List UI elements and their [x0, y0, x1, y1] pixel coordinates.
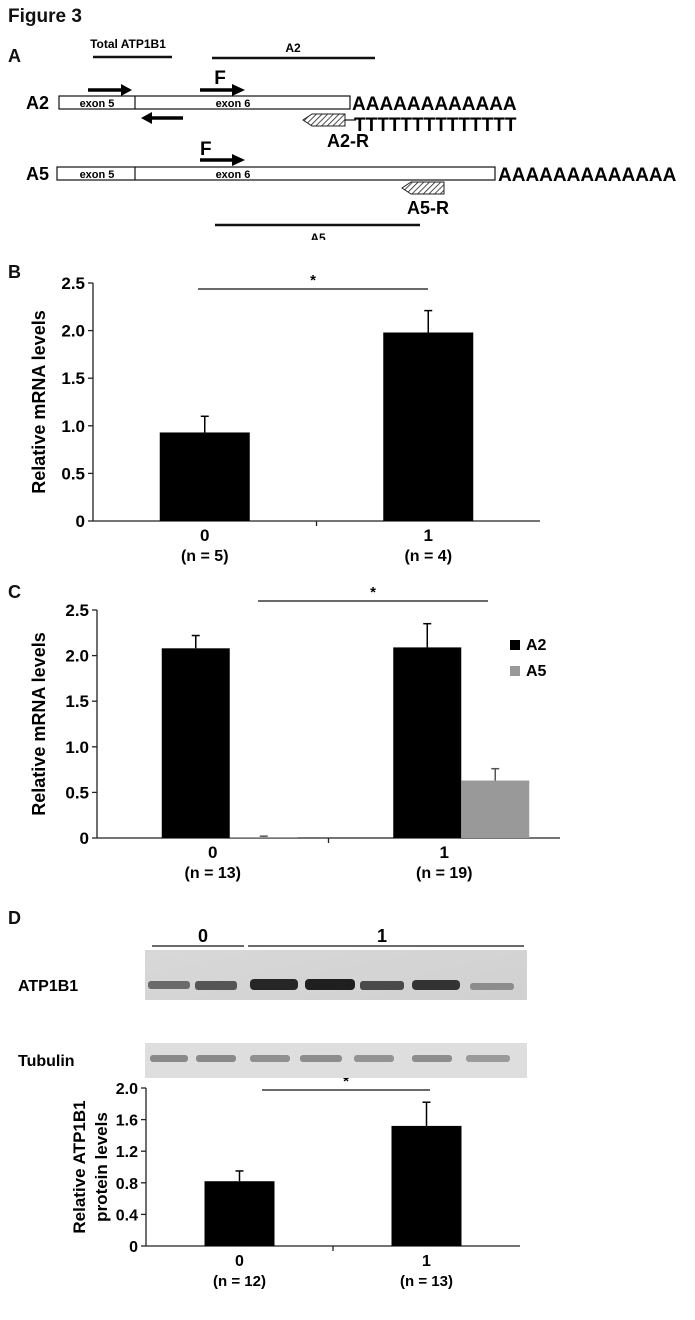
panel-b-letter: B	[8, 262, 21, 282]
x-category-sublabel: (n = 5)	[181, 548, 229, 565]
a5-reverse-primer-arrow	[401, 181, 445, 195]
bar	[161, 648, 230, 838]
y-tick-label: 0	[76, 512, 85, 531]
y-tick-label: 0.5	[65, 783, 89, 802]
total-atp1b1-label: Total ATP1B1	[90, 37, 166, 51]
y-tick-label: 1.2	[116, 1144, 138, 1161]
y-tick-label: 1.5	[65, 692, 89, 711]
y-tick-label: 1.0	[61, 417, 85, 436]
x-category-label: 1	[440, 843, 449, 862]
y-tick-label: 0.4	[116, 1207, 138, 1224]
y-tick-label: 2.0	[61, 322, 85, 341]
blot-group-0-label: 0	[198, 926, 208, 946]
x-category-label: 1	[422, 1253, 431, 1270]
a5-exon6-label: exon 6	[216, 169, 251, 181]
significance-marker: *	[343, 1078, 349, 1090]
y-tick-label: 1.6	[116, 1113, 138, 1130]
blot-row-tubulin-label: Tubulin	[18, 1053, 75, 1070]
a2-polyt: TTTTTTTTTTTTTT	[354, 115, 517, 136]
atp1b1-bands	[148, 979, 514, 990]
bar	[204, 1181, 275, 1246]
a5-amplicon-label: A5	[310, 231, 326, 240]
a2-forward-label: F	[214, 68, 226, 89]
a5-exon5-label: exon 5	[80, 169, 115, 181]
legend-swatch	[510, 640, 520, 650]
significance-marker: *	[370, 584, 376, 601]
a2-amplicon-label: A2	[285, 41, 301, 55]
a5-transcript	[56, 166, 496, 181]
a5-polya: AAAAAAAAAAAAA	[498, 165, 677, 186]
y-tick-label: 2.0	[65, 647, 89, 666]
a2-reverse-label: A2-R	[327, 131, 369, 151]
x-category-label: 0	[200, 526, 209, 545]
panel-a-schematic: Total ATP1B1 A2 A2 exon 5 exon 6 AAAAAAA…	[26, 37, 677, 240]
tubulin-bands	[150, 1055, 510, 1062]
y-tick-label: 1.5	[61, 369, 85, 388]
x-category-sublabel: (n = 12)	[213, 1273, 266, 1290]
a2-polya: AAAAAAAAAAAA	[352, 94, 517, 115]
panel-c-letter: C	[8, 582, 21, 602]
y-tick-label: 0	[80, 829, 89, 848]
y-axis-label: protein levels	[92, 1112, 111, 1222]
panel-d-letter: D	[8, 908, 21, 928]
legend-label: A2	[526, 637, 547, 654]
a2-exon5-label: exon 5	[80, 98, 115, 110]
panel-d-chart: 0 0.4 0.8 1.2 1.6 2.0 Relative ATP1B1 protein l…	[70, 1078, 520, 1290]
a2-exon6-label: exon 6	[216, 98, 251, 110]
a2-transcript	[58, 95, 351, 110]
panel-a-letter: A	[8, 46, 21, 66]
y-tick-label: 0.5	[61, 464, 85, 483]
a5-reverse-label: A5-R	[407, 198, 449, 218]
y-tick-label: 2.5	[65, 601, 89, 620]
blot-group-1-label: 1	[377, 926, 387, 946]
y-tick-label: 2.5	[61, 274, 85, 293]
bar	[393, 647, 462, 838]
x-category-sublabel: (n = 19)	[416, 865, 472, 882]
y-axis-label: Relative mRNA levels	[29, 310, 49, 493]
significance-marker: *	[310, 272, 316, 289]
panel-b-chart: 0 0.5 1.0 1.5 2.0 2.5 Relative mRNA levels 0 (n …	[29, 272, 540, 565]
bar	[229, 837, 298, 838]
y-tick-label: 1.0	[65, 738, 89, 757]
x-category-label: 0	[208, 843, 217, 862]
x-category-sublabel: (n = 4)	[404, 548, 452, 565]
legend-swatch	[510, 666, 520, 676]
bar	[461, 780, 530, 838]
a2-reverse-primer-arrow	[302, 113, 346, 127]
panel-c-chart: 0 0.5 1.0 1.5 2.0 2.5 Relative mRNA levels 0 (n …	[29, 584, 560, 882]
bar	[383, 332, 474, 521]
legend-label: A5	[526, 663, 547, 680]
x-category-sublabel: (n = 13)	[185, 865, 241, 882]
bar	[159, 432, 250, 521]
a5-forward-label: F	[200, 139, 212, 160]
figure-title: Figure 3	[8, 6, 82, 27]
y-axis-label: Relative mRNA levels	[29, 632, 49, 815]
x-category-sublabel: (n = 13)	[400, 1273, 453, 1290]
atp1b1-blot-image	[145, 950, 527, 1000]
bar	[391, 1125, 462, 1246]
x-category-label: 1	[424, 526, 433, 545]
blot-row-atp1b1-label: ATP1B1	[18, 978, 78, 995]
a2-row-label: A2	[26, 93, 49, 113]
y-tick-label: 0.8	[116, 1176, 138, 1193]
y-tick-label: 0	[129, 1239, 138, 1256]
y-axis-label: Relative ATP1B1	[70, 1100, 89, 1233]
x-category-label: 0	[235, 1253, 244, 1270]
y-tick-label: 2.0	[116, 1081, 138, 1098]
a5-row-label: A5	[26, 164, 49, 184]
panel-d-blot: 0 1 ATP1B1	[18, 926, 527, 1000]
panel-d-blot-lower: Tubulin	[18, 1043, 527, 1078]
